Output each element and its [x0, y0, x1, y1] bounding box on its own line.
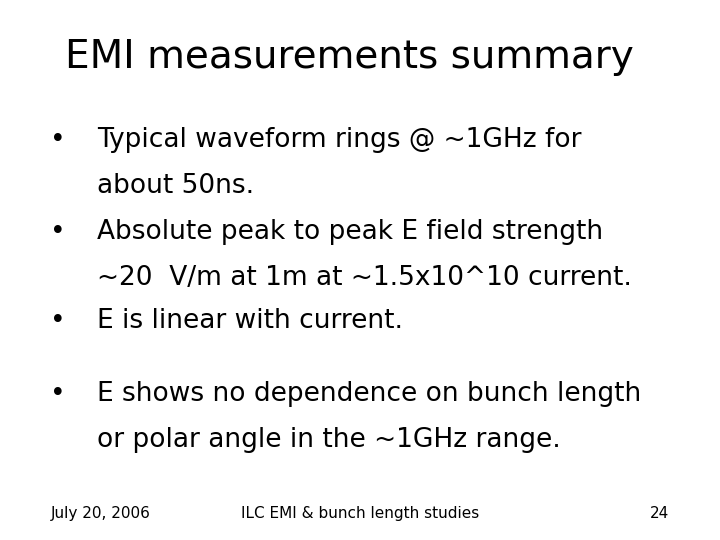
Text: •: • — [50, 127, 66, 153]
Text: 24: 24 — [650, 506, 670, 521]
Text: •: • — [50, 308, 66, 334]
Text: E shows no dependence on bunch length: E shows no dependence on bunch length — [97, 381, 642, 407]
Text: •: • — [50, 381, 66, 407]
Text: Typical waveform rings @ ~1GHz for: Typical waveform rings @ ~1GHz for — [97, 127, 582, 153]
Text: July 20, 2006: July 20, 2006 — [50, 506, 150, 521]
Text: •: • — [50, 219, 66, 245]
Text: ~20  V/m at 1m at ~1.5x10^10 current.: ~20 V/m at 1m at ~1.5x10^10 current. — [97, 265, 632, 291]
Text: EMI measurements summary: EMI measurements summary — [65, 38, 634, 76]
Text: about 50ns.: about 50ns. — [97, 173, 254, 199]
Text: or polar angle in the ~1GHz range.: or polar angle in the ~1GHz range. — [97, 427, 561, 453]
Text: Absolute peak to peak E field strength: Absolute peak to peak E field strength — [97, 219, 603, 245]
Text: ILC EMI & bunch length studies: ILC EMI & bunch length studies — [241, 506, 479, 521]
Text: E is linear with current.: E is linear with current. — [97, 308, 403, 334]
